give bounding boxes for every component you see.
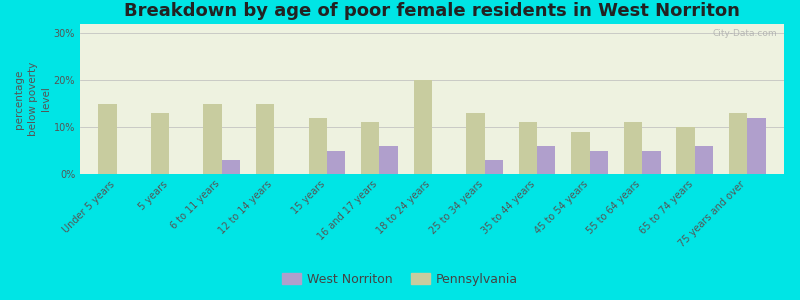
Text: City-Data.com: City-Data.com	[712, 28, 777, 38]
Legend: West Norriton, Pennsylvania: West Norriton, Pennsylvania	[277, 268, 523, 291]
Bar	[361, 122, 379, 174]
Bar	[98, 104, 117, 174]
Bar	[624, 122, 642, 174]
Bar	[694, 146, 713, 174]
Bar	[747, 118, 766, 174]
Bar	[309, 118, 327, 174]
Bar	[256, 104, 274, 174]
Title: Breakdown by age of poor female residents in West Norriton: Breakdown by age of poor female resident…	[124, 2, 740, 20]
Bar	[642, 151, 661, 174]
Bar	[676, 127, 694, 174]
Y-axis label: percentage
below poverty
level: percentage below poverty level	[14, 62, 51, 136]
Bar	[466, 113, 485, 174]
Bar	[485, 160, 503, 174]
Bar	[729, 113, 747, 174]
Bar	[537, 146, 555, 174]
Bar	[151, 113, 170, 174]
Bar	[571, 132, 590, 174]
Bar	[414, 80, 432, 174]
Bar	[379, 146, 398, 174]
Bar	[590, 151, 608, 174]
Bar	[518, 122, 537, 174]
Bar	[222, 160, 240, 174]
Bar	[327, 151, 346, 174]
Bar	[203, 104, 222, 174]
